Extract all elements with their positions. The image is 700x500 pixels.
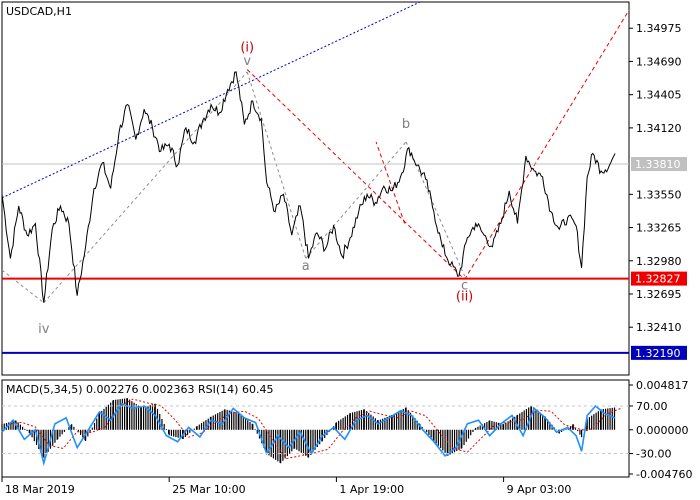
rsi-tick-label: 70.00 — [636, 400, 668, 413]
wave-label: a — [302, 259, 310, 274]
trend-line — [1, 1, 421, 199]
channel-line — [375, 141, 406, 224]
level-price-label: 1.33810 — [635, 158, 681, 171]
macd-tick-label: 0.004817 — [636, 379, 689, 392]
channel-line — [246, 69, 465, 280]
symbol-label: USDCAD,H1 — [6, 5, 72, 18]
wave-label: iv — [38, 322, 50, 337]
price-tick-label: 1.32410 — [636, 321, 682, 334]
wave-labels: (i)v b a c(ii) iv — [38, 41, 473, 337]
price-line — [1, 71, 616, 303]
wave-label: (i) — [240, 41, 254, 56]
wave-outline-line — [1, 269, 45, 304]
wave-outline-line — [305, 141, 407, 259]
price-tick-label: 1.34405 — [636, 89, 682, 102]
level-price-tag — [631, 345, 687, 360]
rsi-tick-label: -30.00 — [636, 448, 671, 461]
price-tick-label: 1.34690 — [636, 55, 682, 68]
level-price-label: 1.32827 — [635, 273, 681, 286]
wave-label: b — [402, 117, 410, 132]
time-tick-label: 18 Mar 2019 — [5, 483, 75, 496]
price-tick-label: 1.33550 — [636, 188, 682, 201]
channel-line — [464, 9, 630, 280]
level-price-label: 1.32190 — [635, 347, 681, 360]
price-tick-label: 1.34120 — [636, 122, 682, 135]
macd-tick-label: 0.000000 — [636, 424, 689, 437]
main-panel — [1, 1, 630, 376]
indicator-layer: 0.004817 0.000000 -0.004760 70.00 -30.00 — [1, 379, 692, 481]
price-tick-label: 1.34975 — [636, 22, 682, 35]
time-axis: 18 Mar 2019 25 Mar 10:00 1 Apr 19:00 9 Apr … — [1, 477, 572, 496]
time-tick-label: 25 Mar 10:00 — [172, 483, 245, 496]
time-tick-label: 9 Apr 03:00 — [507, 483, 572, 496]
wave-label: v — [243, 54, 251, 69]
price-tick-label: 1.32695 — [636, 288, 682, 301]
price-axis: 1.34975 1.34690 1.34405 1.34120 1.33550 1.332… — [629, 22, 682, 334]
price-tick-label: 1.32980 — [636, 255, 682, 268]
time-tick-label: 1 Apr 19:00 — [339, 483, 404, 496]
wave-outline-line — [246, 71, 307, 259]
level-lines: 1.33810 1.32827 1.32190 — [2, 157, 687, 360]
price-series — [1, 71, 616, 303]
level-price-tag — [631, 157, 687, 172]
wave-label: c — [461, 278, 468, 293]
price-tick-label: 1.33265 — [636, 222, 682, 235]
level-price-tag — [631, 271, 687, 286]
wave-label: (ii) — [456, 289, 473, 304]
rsi-line — [1, 402, 616, 467]
macd-tick-label: -0.004760 — [636, 468, 692, 481]
indicator-label: MACD(5,34,5) 0.002276 0.002363 RSI(14) 6… — [6, 383, 273, 396]
